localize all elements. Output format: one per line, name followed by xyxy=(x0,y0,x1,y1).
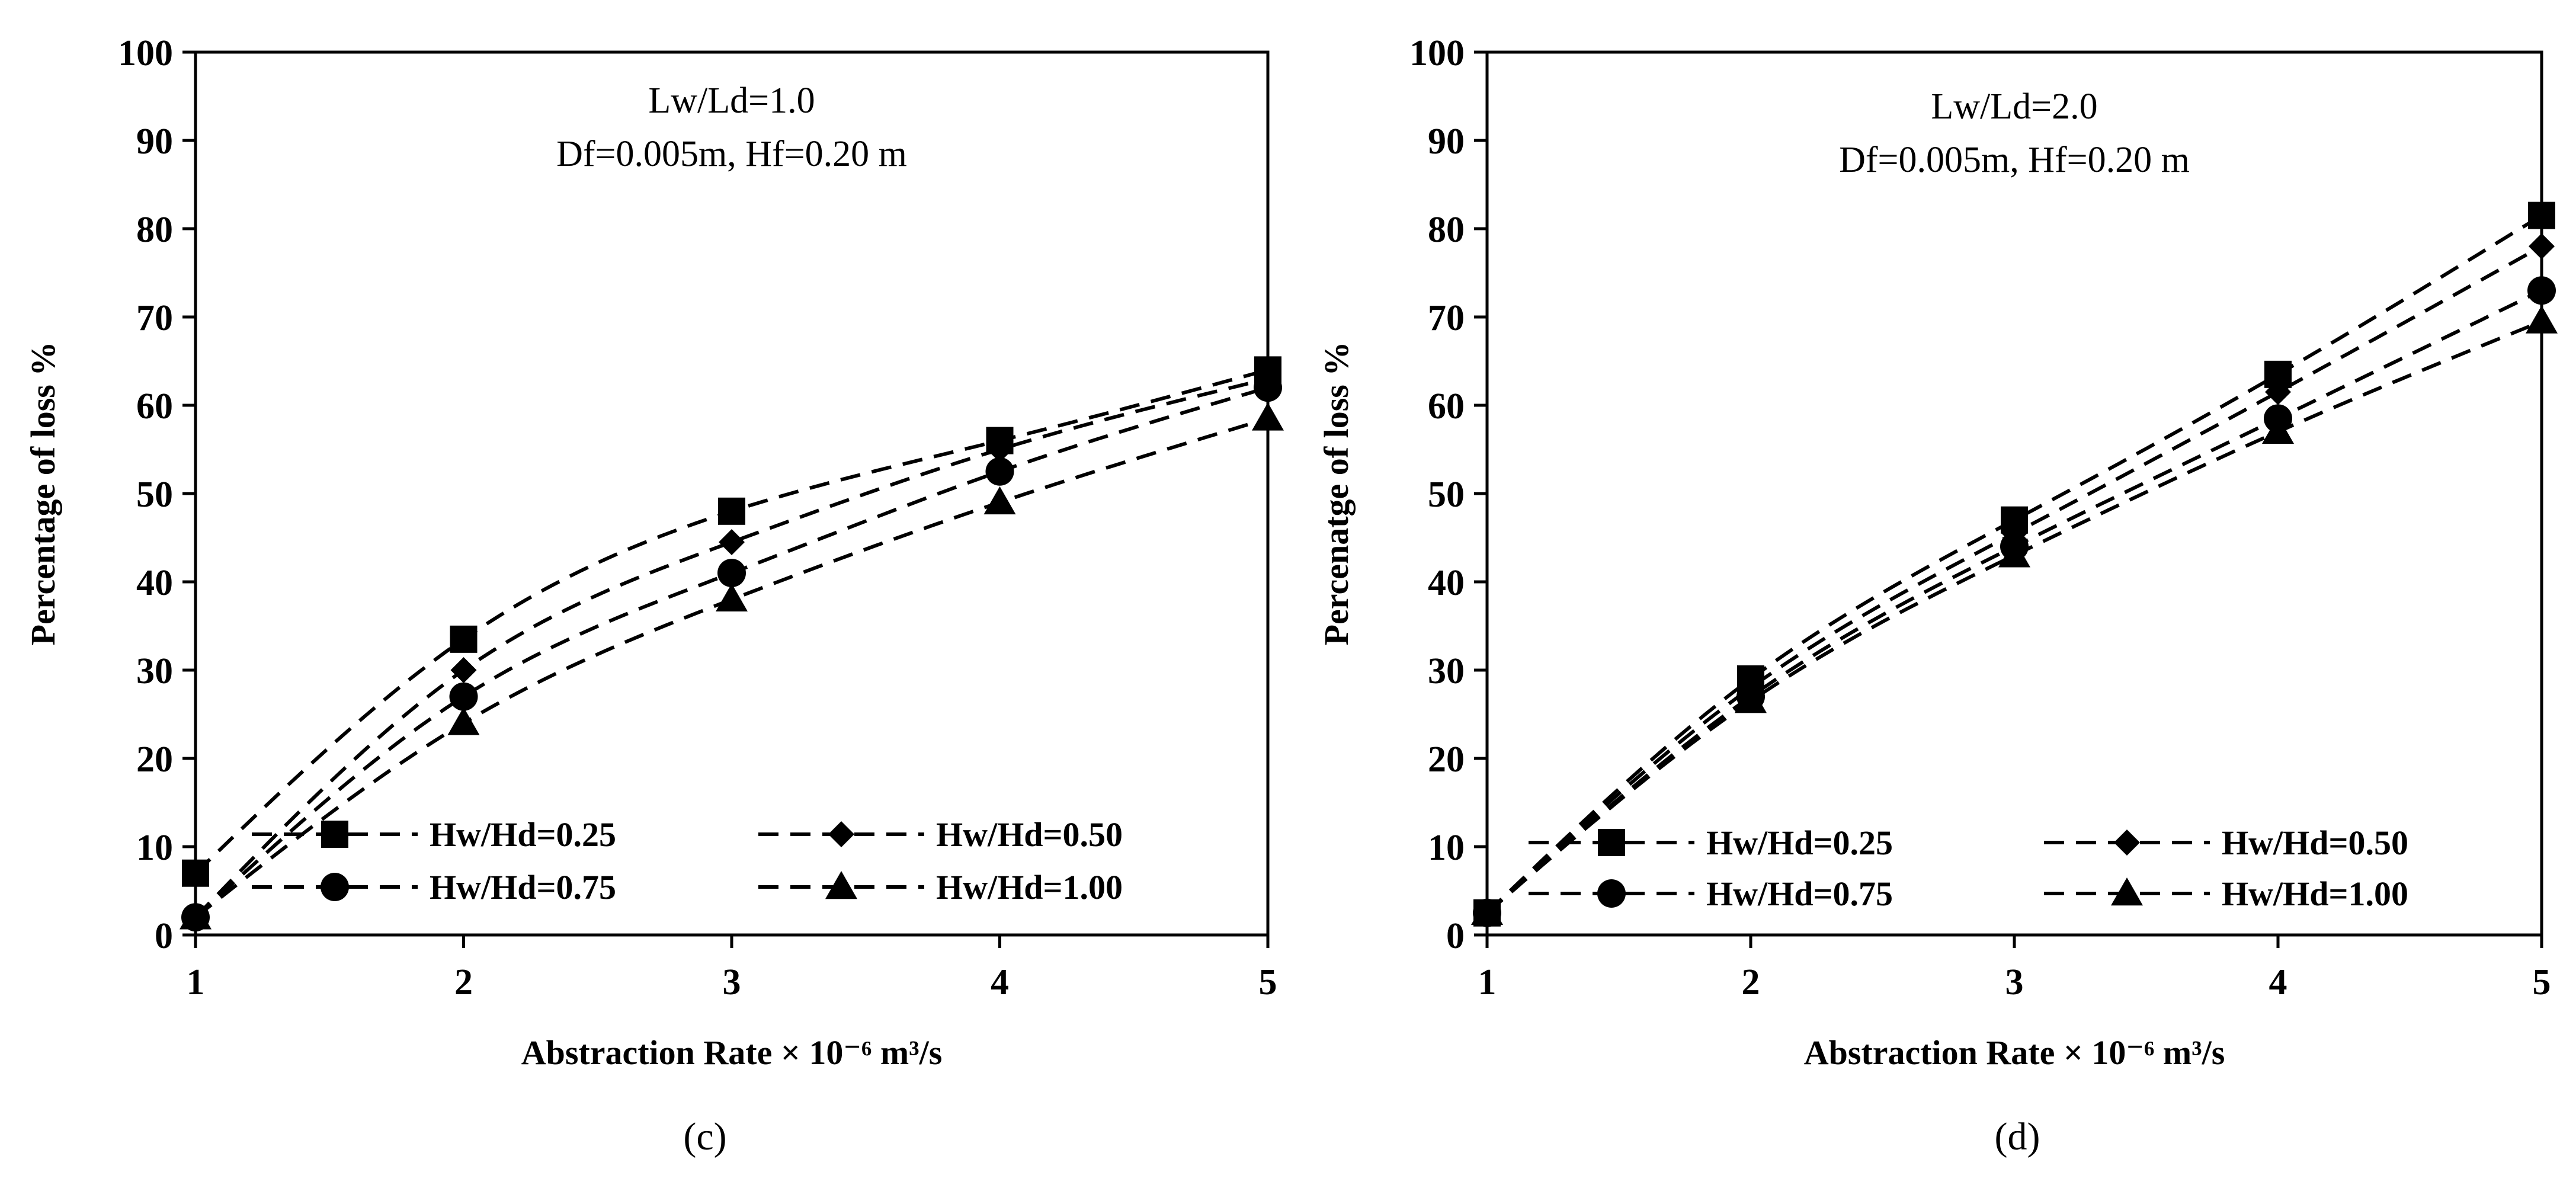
y-tick-label: 20 xyxy=(136,739,173,780)
y-tick-label: 40 xyxy=(136,563,173,603)
data-point-3 xyxy=(1471,896,1503,925)
data-point-3 xyxy=(2526,305,2558,334)
plot-frame xyxy=(1485,50,2543,937)
data-point-2 xyxy=(449,682,478,711)
y-tick-label: 90 xyxy=(1428,121,1465,162)
x-tick-label: 5 xyxy=(1259,962,1277,1003)
y-axis-title: Percentage of loss % xyxy=(24,342,62,646)
legend-entry: Hw/Hd=0.25 xyxy=(430,815,616,854)
data-point-3 xyxy=(983,486,1016,515)
legend-entry: Hw/Hd=1.00 xyxy=(936,868,1123,907)
annotation-line: Lw/Ld=2.0 xyxy=(1931,87,2097,127)
data-point-3 xyxy=(716,583,748,612)
data-point-0 xyxy=(450,625,478,653)
data-point-1 xyxy=(719,529,745,555)
legend-entry: Hw/Hd=1.00 xyxy=(2222,875,2408,913)
data-point-3 xyxy=(1998,539,2030,568)
data-point-2 xyxy=(2527,276,2556,305)
data-point-1 xyxy=(986,436,1013,463)
y-tick-label: 10 xyxy=(136,828,173,868)
y-tick-label: 90 xyxy=(136,121,173,162)
x-axis-title: Abstraction Rate × 10⁻⁶ m³/s xyxy=(521,1033,943,1072)
data-point-0 xyxy=(2528,201,2555,229)
x-tick-label: 3 xyxy=(2005,962,2024,1003)
legend-entry: Hw/Hd=0.50 xyxy=(936,815,1123,854)
panel-label: (c) xyxy=(683,1115,726,1158)
y-tick-label: 60 xyxy=(136,386,173,427)
data-point-2 xyxy=(985,457,1014,486)
y-tick-label: 50 xyxy=(136,475,173,515)
annotation-line: Df=0.005m, Hf=0.20 m xyxy=(1839,140,2190,180)
y-tick-label: 100 xyxy=(118,33,173,73)
y-tick-label: 50 xyxy=(1428,475,1465,515)
plot-frame xyxy=(194,50,1270,937)
y-tick-label: 80 xyxy=(136,210,173,250)
x-tick-label: 4 xyxy=(991,962,1009,1003)
chart-panel-1: 0 10 20 30 40 50 60 70 80 90 100 1 2 3 4 5 Abstraction R… xyxy=(1317,33,2558,1158)
legend-marker xyxy=(825,871,857,899)
y-tick-label: 80 xyxy=(1428,210,1465,250)
y-tick-label: 0 xyxy=(155,916,173,956)
legend-entry: Hw/Hd=0.50 xyxy=(2222,824,2408,862)
x-axis-title: Abstraction Rate × 10⁻⁶ m³/s xyxy=(1804,1033,2225,1072)
legend-marker xyxy=(321,821,348,848)
data-point-2 xyxy=(1254,373,1282,402)
trendline-2 xyxy=(1486,289,2543,915)
y-tick-label: 10 xyxy=(1428,828,1465,868)
x-tick-label: 2 xyxy=(454,962,473,1003)
chart-panel-0: 0 10 20 30 40 50 60 70 80 90 100 1 2 3 4 5 Abstraction R… xyxy=(24,33,1284,1158)
trendline-0 xyxy=(1485,214,2543,914)
annotation-line: Df=0.005m, Hf=0.20 m xyxy=(556,134,907,174)
y-axis-title: Percenatge of loss % xyxy=(1317,342,1356,646)
x-tick-label: 5 xyxy=(2533,962,2551,1003)
legend-entry: Hw/Hd=0.75 xyxy=(1706,875,1893,913)
y-tick-label: 30 xyxy=(136,651,173,691)
y-tick-label: 100 xyxy=(1409,33,1465,73)
y-tick-label: 20 xyxy=(1428,739,1465,780)
data-point-3 xyxy=(2262,415,2294,444)
x-tick-label: 2 xyxy=(1742,962,1760,1003)
data-point-0 xyxy=(182,859,209,887)
annotation-line: Lw/Ld=1.0 xyxy=(648,81,815,121)
trendline-0 xyxy=(194,368,1268,875)
legend-marker xyxy=(2111,877,2143,906)
x-tick-label: 3 xyxy=(723,962,741,1003)
data-point-3 xyxy=(447,707,480,735)
trendline-1 xyxy=(1485,245,2543,915)
legend-entry: Hw/Hd=0.25 xyxy=(1706,824,1893,862)
x-tick-label: 1 xyxy=(1478,962,1497,1003)
legend-marker xyxy=(1597,879,1626,908)
y-tick-label: 70 xyxy=(1428,298,1465,338)
data-point-0 xyxy=(718,497,745,525)
data-point-1 xyxy=(2265,379,2291,405)
data-point-3 xyxy=(1735,685,1767,713)
y-tick-label: 40 xyxy=(1428,563,1465,603)
legend-marker xyxy=(828,821,854,847)
data-point-3 xyxy=(180,901,212,930)
legend-marker xyxy=(2114,830,2140,856)
y-tick-label: 0 xyxy=(1446,916,1465,956)
legend-marker xyxy=(1598,829,1625,856)
data-point-3 xyxy=(1252,402,1284,431)
y-tick-label: 60 xyxy=(1428,386,1465,427)
data-point-1 xyxy=(2529,233,2555,260)
legend-entry: Hw/Hd=0.75 xyxy=(430,868,616,907)
trendline-1 xyxy=(194,377,1268,919)
data-point-1 xyxy=(450,657,477,683)
x-tick-label: 4 xyxy=(2269,962,2287,1003)
x-tick-label: 1 xyxy=(187,962,205,1003)
legend-marker xyxy=(321,873,349,901)
y-tick-label: 70 xyxy=(136,298,173,338)
y-tick-label: 30 xyxy=(1428,651,1465,691)
panel-label: (d) xyxy=(1995,1115,2040,1158)
data-point-2 xyxy=(717,559,746,588)
